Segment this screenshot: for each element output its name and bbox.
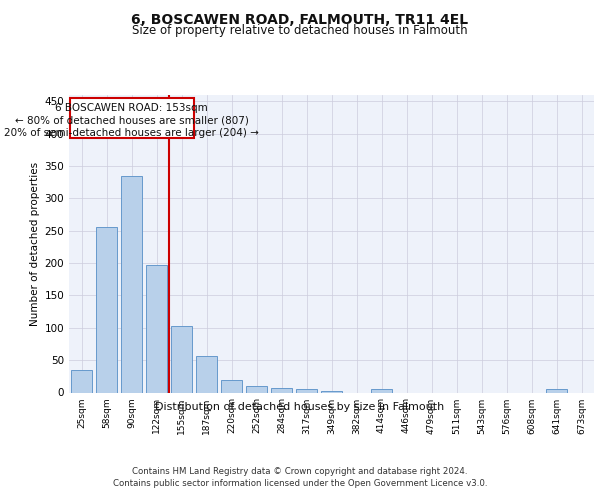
Text: 6 BOSCAWEN ROAD: 153sqm: 6 BOSCAWEN ROAD: 153sqm [55,104,208,114]
Text: 20% of semi-detached houses are larger (204) →: 20% of semi-detached houses are larger (… [4,128,259,138]
Bar [221,380,242,392]
Bar [321,391,342,392]
Bar [546,390,567,392]
Text: Contains HM Land Registry data © Crown copyright and database right 2024.: Contains HM Land Registry data © Crown c… [132,468,468,476]
Bar [196,356,217,393]
Bar [171,326,192,392]
FancyBboxPatch shape [70,98,193,138]
Bar [371,390,392,392]
Bar [121,176,142,392]
Y-axis label: Number of detached properties: Number of detached properties [30,162,40,326]
Text: Size of property relative to detached houses in Falmouth: Size of property relative to detached ho… [132,24,468,37]
Bar [146,265,167,392]
Bar [271,388,292,392]
Text: ← 80% of detached houses are smaller (807): ← 80% of detached houses are smaller (80… [14,116,248,126]
Text: Contains public sector information licensed under the Open Government Licence v3: Contains public sector information licen… [113,479,487,488]
Bar [71,370,92,392]
Bar [96,227,117,392]
Bar [246,386,267,392]
Text: 6, BOSCAWEN ROAD, FALMOUTH, TR11 4EL: 6, BOSCAWEN ROAD, FALMOUTH, TR11 4EL [131,12,469,26]
Text: Distribution of detached houses by size in Falmouth: Distribution of detached houses by size … [155,402,445,412]
Bar [296,390,317,392]
